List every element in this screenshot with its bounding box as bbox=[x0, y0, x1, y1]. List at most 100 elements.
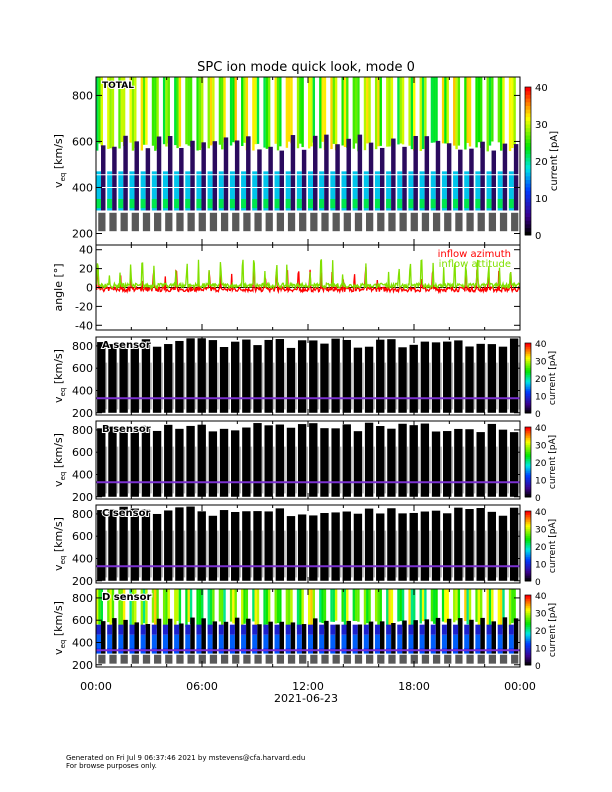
spectrogram-cell bbox=[287, 77, 291, 142]
spectrogram-cell bbox=[462, 530, 465, 578]
spectrogram-cell bbox=[151, 171, 157, 211]
colorbar-cell bbox=[525, 209, 531, 214]
spectrogram-cell bbox=[167, 618, 173, 654]
spectrogram-cell bbox=[267, 77, 271, 149]
spectrogram-cell bbox=[417, 362, 420, 410]
x-axis-label: 2021-06-23 bbox=[274, 692, 338, 705]
spectrogram-cell bbox=[179, 147, 184, 211]
colorbar-cell bbox=[525, 116, 531, 121]
colorbar-cell bbox=[525, 427, 531, 430]
spectrogram-cell bbox=[201, 618, 206, 654]
spectrogram-cell bbox=[366, 654, 374, 664]
colorbar-cell bbox=[525, 488, 531, 491]
spectrogram-cell bbox=[430, 624, 436, 635]
spectrogram-cell bbox=[186, 425, 195, 497]
spectrogram-cell bbox=[328, 362, 331, 410]
spectrogram-cell bbox=[441, 198, 447, 209]
spectrogram-cell bbox=[134, 589, 137, 629]
spectrogram-cell bbox=[465, 346, 474, 413]
y-axis-label-symbol: v bbox=[52, 648, 65, 655]
spectrogram-cell bbox=[451, 530, 454, 578]
colorbar-cell bbox=[525, 432, 531, 435]
spectrogram-cell bbox=[142, 77, 146, 145]
colorbar-tick-label: 30 bbox=[535, 358, 547, 368]
spectrogram-cell bbox=[441, 77, 445, 144]
spectrogram-cell bbox=[96, 77, 99, 151]
spectrogram-cell bbox=[156, 618, 162, 654]
spectrogram-cell bbox=[101, 145, 106, 211]
spectrogram-cell bbox=[299, 589, 302, 630]
spectrogram-cell bbox=[498, 346, 508, 413]
spectrogram-cell bbox=[507, 530, 509, 578]
spectrogram-cell bbox=[476, 343, 485, 413]
spectrogram-cell bbox=[183, 446, 186, 494]
spectrogram-cell bbox=[441, 624, 447, 635]
spectrogram-cell bbox=[502, 77, 505, 150]
spectrogram-cell bbox=[330, 634, 336, 654]
spectrogram-cell bbox=[312, 77, 315, 143]
colorbar-cell bbox=[525, 201, 531, 206]
colorbar-cell bbox=[525, 614, 531, 617]
spectrogram-cell bbox=[424, 619, 430, 654]
spectrogram-cell bbox=[353, 431, 363, 497]
spectrogram-cell bbox=[466, 654, 474, 664]
spectrogram-cell bbox=[119, 506, 128, 581]
spectrogram-cell bbox=[497, 624, 503, 635]
spectrogram-cell bbox=[285, 171, 291, 211]
colorbar-cell bbox=[525, 90, 531, 95]
colorbar-cell bbox=[525, 561, 531, 564]
colorbar-cell bbox=[525, 190, 531, 195]
spectrogram-cell bbox=[373, 362, 375, 410]
panel-label: D sensor bbox=[102, 592, 151, 603]
spectrogram-cell bbox=[406, 530, 409, 578]
spectrogram-cell bbox=[175, 428, 184, 497]
spectrogram-cell bbox=[284, 530, 286, 578]
spectrogram-cell bbox=[306, 530, 308, 578]
spectrogram-cell bbox=[357, 624, 363, 654]
colorbar-cell bbox=[525, 486, 531, 489]
spectrogram-cell bbox=[198, 654, 206, 664]
spectrogram-cell bbox=[141, 509, 151, 581]
spectrogram-cell bbox=[232, 654, 240, 664]
spectrogram-cell bbox=[317, 362, 320, 410]
spectrogram-cell bbox=[468, 589, 472, 626]
spectrogram-cell bbox=[116, 530, 119, 578]
colorbar-cell bbox=[525, 374, 531, 377]
spectrogram-cell bbox=[207, 171, 213, 211]
spectrogram-cell bbox=[263, 171, 269, 211]
y-tick-label: 400 bbox=[72, 181, 93, 194]
spectrogram-cell bbox=[187, 654, 195, 664]
spectrogram-cell bbox=[313, 135, 318, 211]
spectrogram-cell bbox=[374, 634, 380, 654]
colorbar-cell bbox=[525, 168, 531, 173]
spectrogram-cell bbox=[319, 634, 325, 654]
colorbar-cell bbox=[525, 392, 531, 395]
y-axis-label: veq [km/s] bbox=[52, 601, 67, 655]
spectrogram-cell bbox=[287, 212, 296, 232]
spectrogram-cell bbox=[346, 620, 351, 654]
spectrogram-cell bbox=[391, 623, 396, 654]
spectrogram-cell bbox=[496, 530, 498, 578]
colorbar-cell bbox=[525, 476, 531, 479]
spectrogram-cell bbox=[290, 77, 293, 144]
spectrogram-cell bbox=[334, 589, 338, 621]
colorbar-cell bbox=[525, 549, 531, 552]
y-axis-label-symbol: v bbox=[52, 564, 65, 571]
spectrogram-cell bbox=[296, 171, 302, 211]
colorbar-cell bbox=[525, 348, 531, 351]
spectrogram-cell bbox=[120, 77, 124, 142]
spectrogram-cell bbox=[410, 654, 418, 664]
colorbar-frame bbox=[524, 426, 532, 498]
spectrogram-cell bbox=[497, 634, 503, 654]
spectrogram-cell bbox=[187, 589, 190, 622]
spectrogram-cell bbox=[446, 143, 452, 211]
colorbar-cell bbox=[525, 560, 531, 563]
colorbar-cell bbox=[525, 458, 531, 461]
spectrogram-cell bbox=[354, 589, 358, 622]
spectrogram-cell bbox=[254, 589, 257, 628]
spectrogram-cell bbox=[161, 530, 163, 578]
colorbar-tick-label: 20 bbox=[535, 157, 548, 168]
spectrogram-cell bbox=[150, 446, 152, 494]
spectrogram-cell bbox=[413, 620, 418, 654]
colorbar-cell bbox=[525, 161, 531, 166]
